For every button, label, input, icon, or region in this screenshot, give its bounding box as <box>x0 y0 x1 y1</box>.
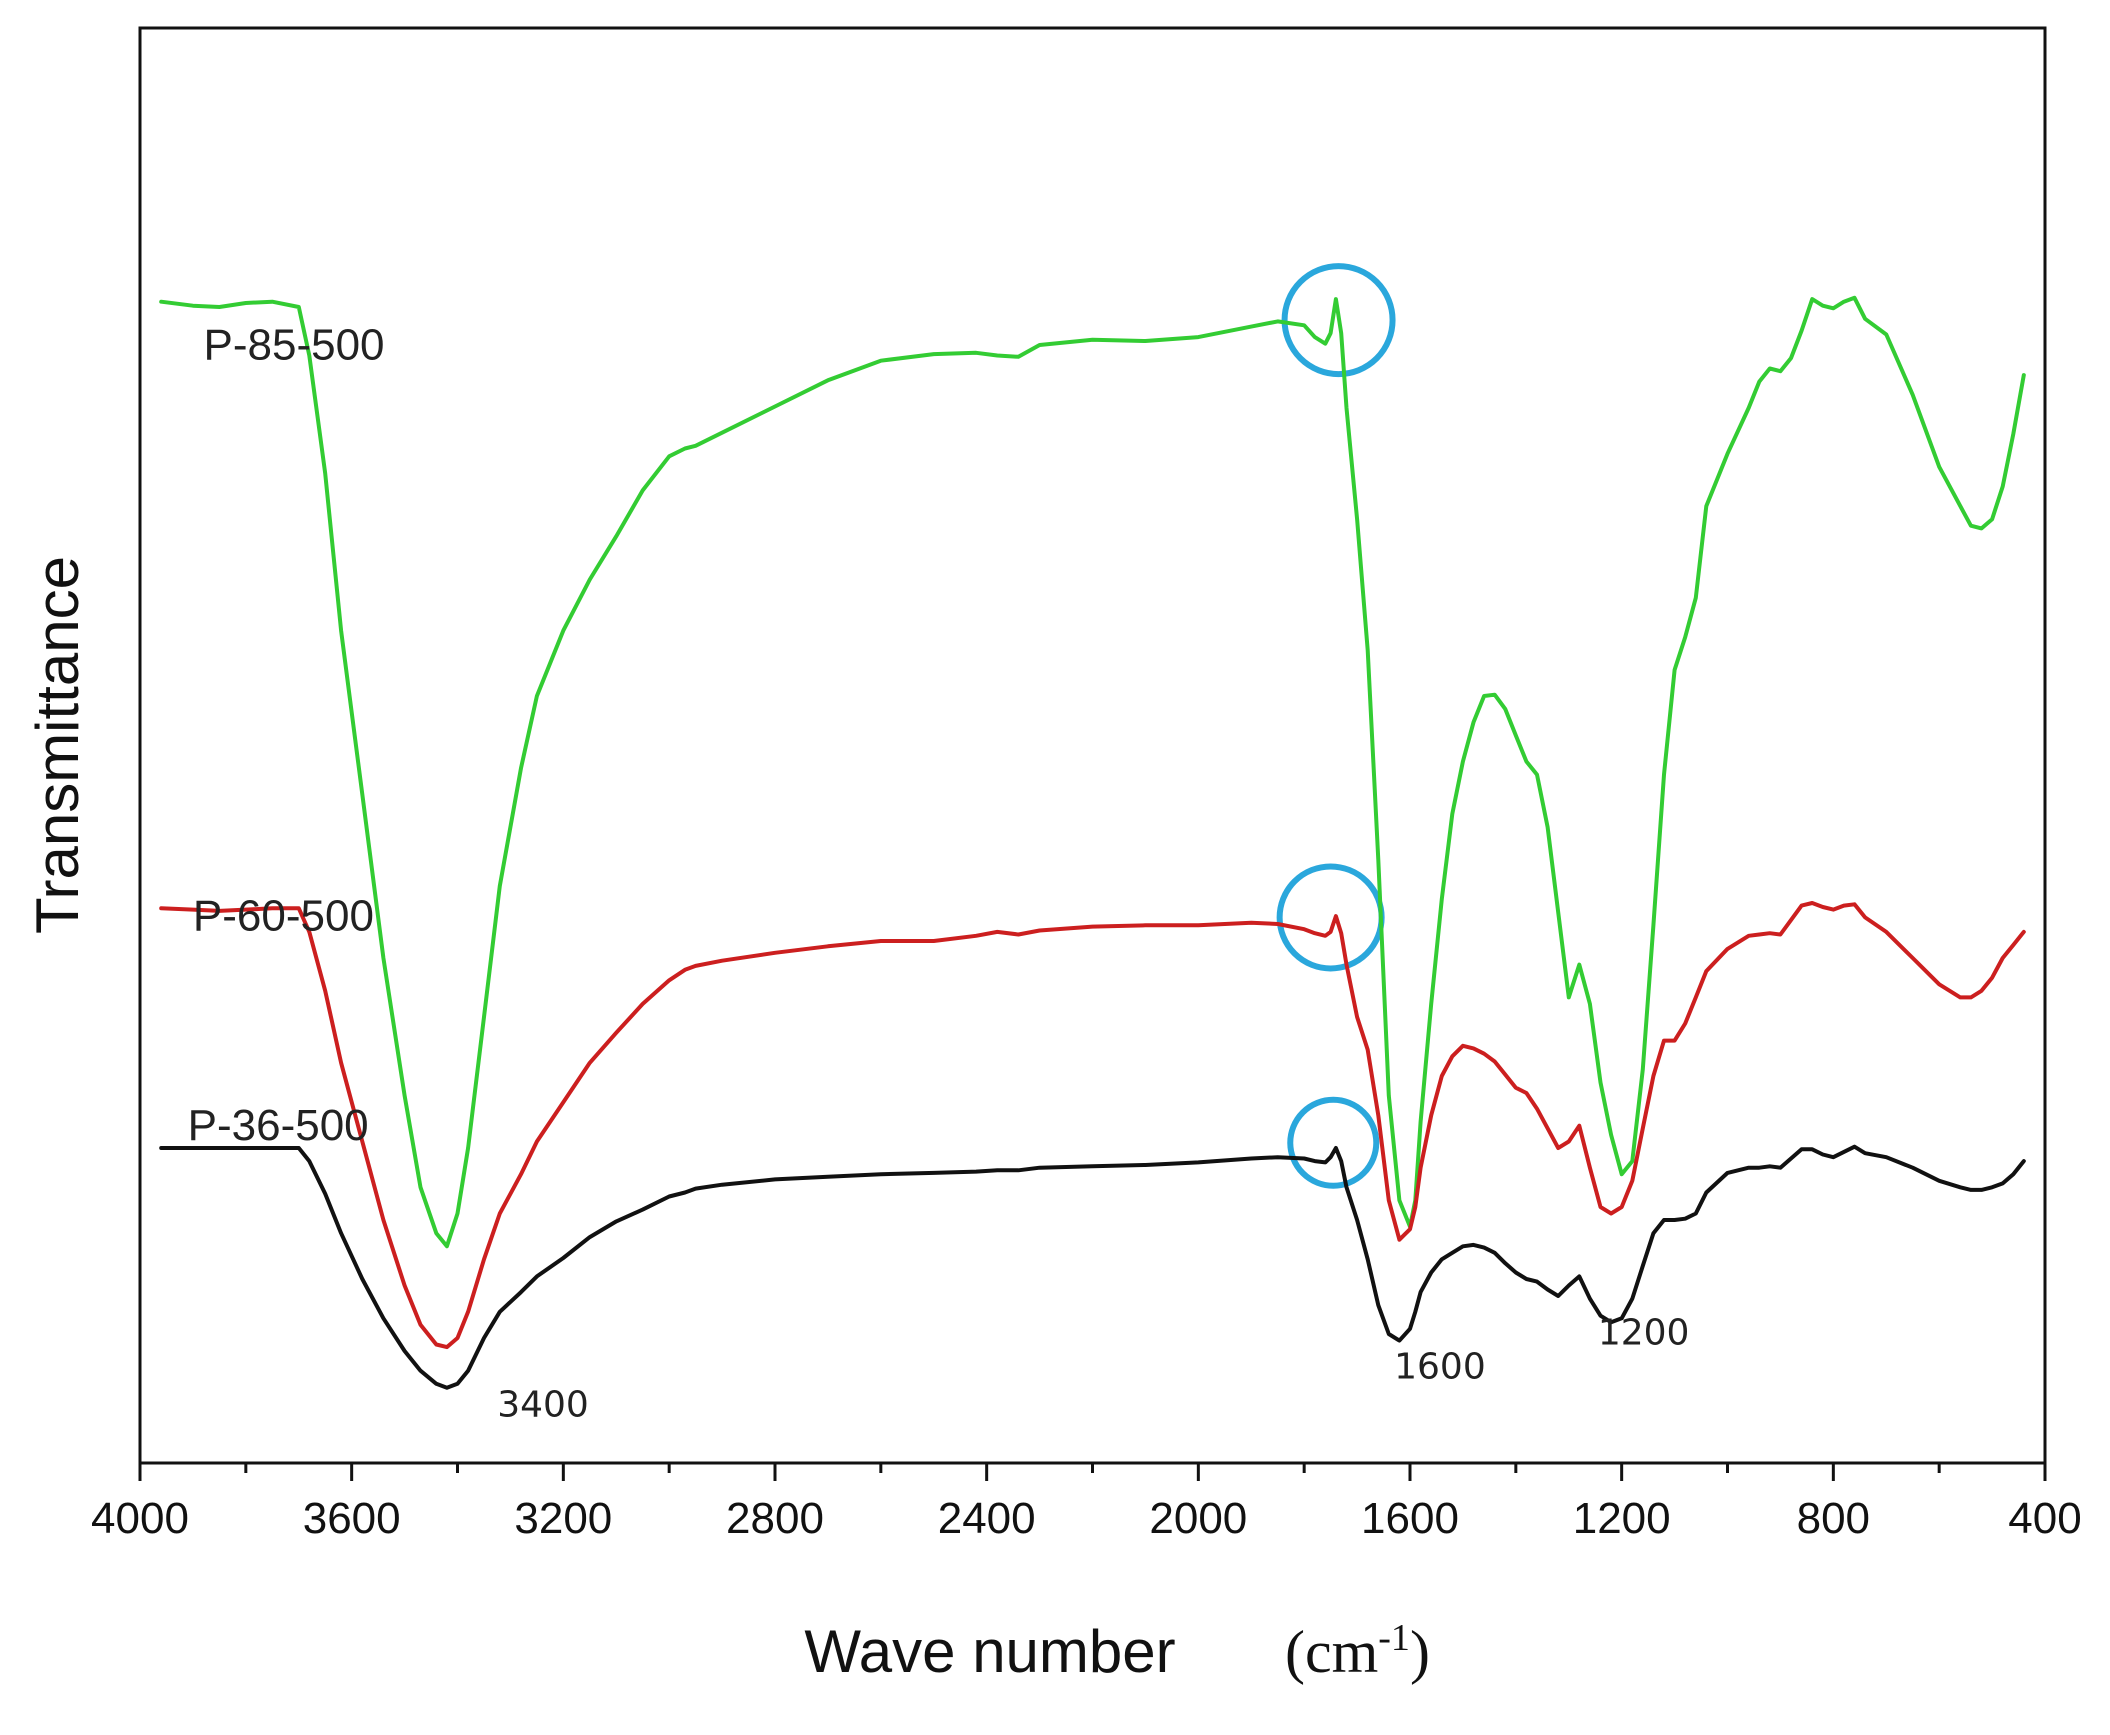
x-axis-unit: (cm-1) <box>1285 1617 1430 1685</box>
peak-annotations: 3400 1600 1200 <box>497 1313 1689 1426</box>
x-tick-label: 1200 <box>1573 1494 1671 1543</box>
peak-label: 1600 <box>1394 1347 1486 1388</box>
x-tick-label: 2400 <box>938 1494 1036 1543</box>
series-lines <box>159 295 2026 1390</box>
x-tick-label: 2000 <box>1149 1494 1247 1543</box>
x-axis-unit-superscript: -1 <box>1378 1617 1410 1659</box>
series-line-p-60-500 <box>159 901 2026 1350</box>
series-line-p-85-500 <box>159 295 2026 1249</box>
series-line-p-36-500 <box>159 1144 2026 1390</box>
x-axis-unit-close: ) <box>1410 1619 1430 1685</box>
highlight-circle <box>1287 1096 1380 1189</box>
series-labels: P-85-500 P-60-500 P-36-500 <box>188 320 385 1150</box>
x-axis-unit-open: (cm <box>1285 1619 1378 1685</box>
peak-label: 1200 <box>1598 1313 1690 1354</box>
x-axis: 4000 3600 3200 2800 2400 2000 1600 1200 800 400 <box>91 1463 2082 1543</box>
x-axis-title: Wave number <box>804 1618 1175 1685</box>
series-label: P-60-500 <box>193 892 374 941</box>
x-tick-label: 4000 <box>91 1494 189 1543</box>
x-tick-label: 2800 <box>726 1494 824 1543</box>
x-tick-label: 3600 <box>303 1494 401 1543</box>
x-tick-label: 3200 <box>514 1494 612 1543</box>
x-tick-label: 1600 <box>1361 1494 1459 1543</box>
series-label: P-36-500 <box>188 1101 369 1150</box>
highlight-circle <box>1281 263 1396 378</box>
x-tick-label: 800 <box>1797 1494 1870 1543</box>
y-axis-title: Transmittance <box>24 556 91 934</box>
x-tick-label: 400 <box>2008 1494 2081 1543</box>
peak-label: 3400 <box>497 1385 589 1426</box>
series-label: P-85-500 <box>204 320 385 369</box>
